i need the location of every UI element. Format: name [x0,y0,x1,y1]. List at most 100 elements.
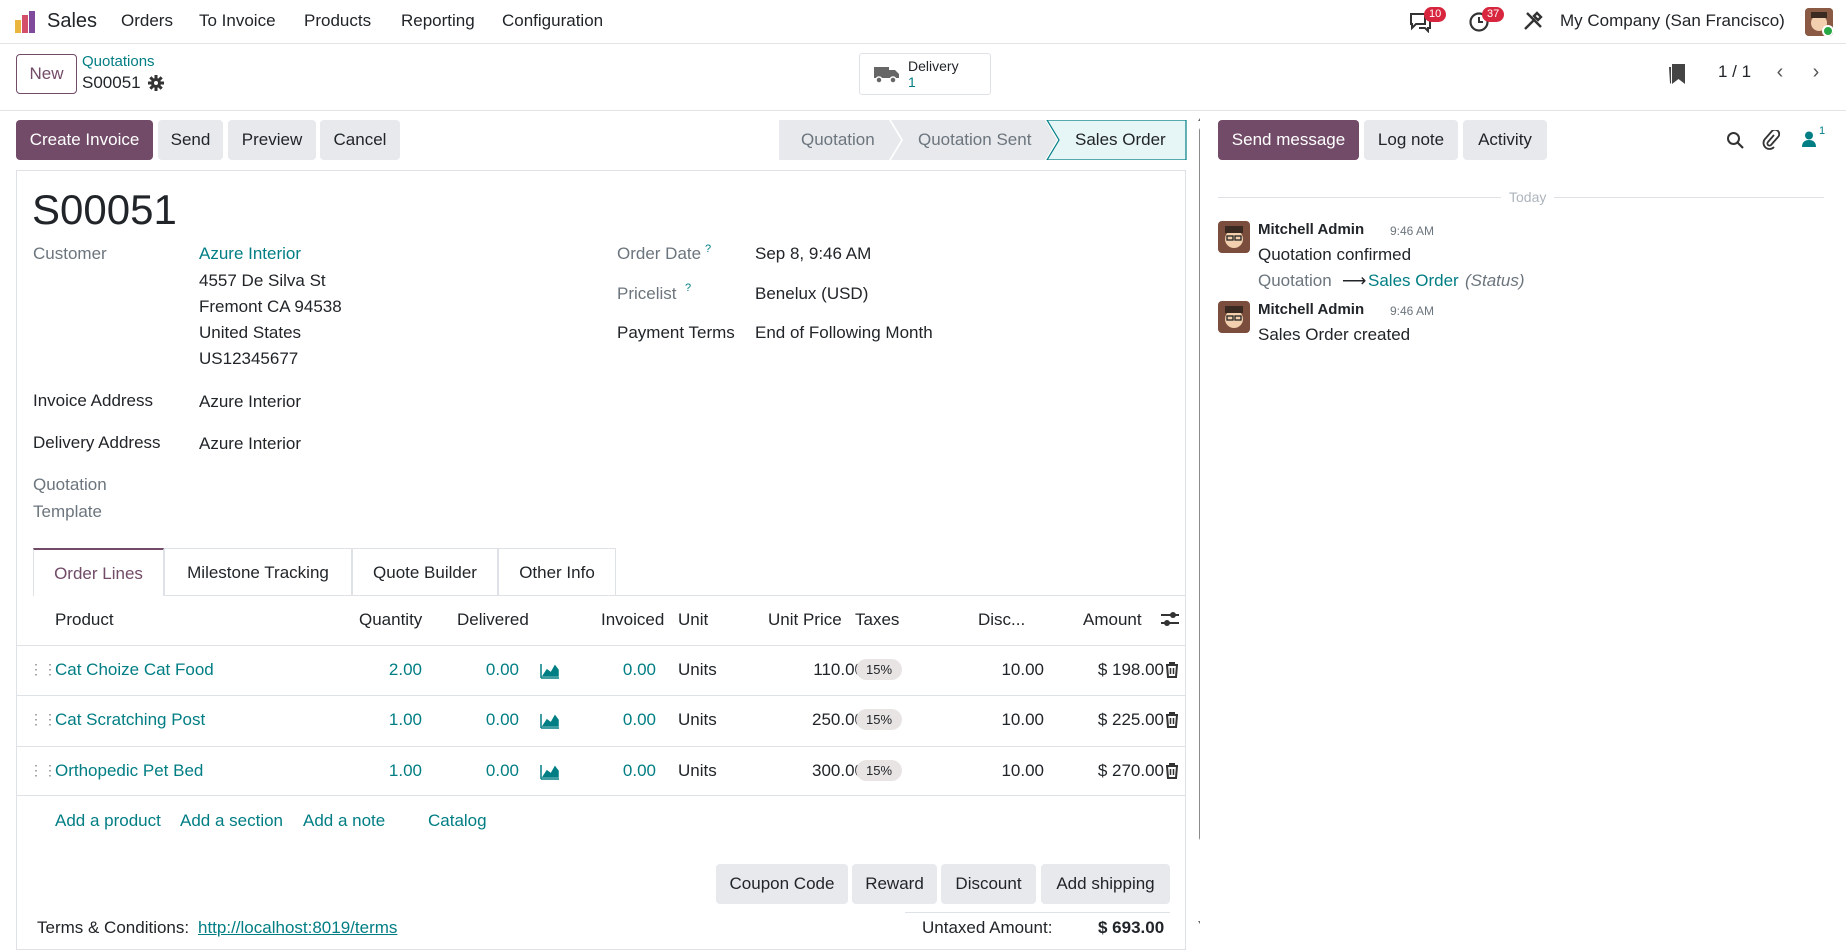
row-quantity[interactable]: 1.00 [388,761,422,780]
row-tax-tag[interactable]: 15% [856,760,903,781]
pager-value[interactable]: 1 / 1 [1718,62,1752,81]
discount-button[interactable]: Discount [941,864,1036,904]
column-header-discount[interactable]: Disc... [978,610,1026,629]
search-icon[interactable] [1726,131,1744,154]
row-discount[interactable]: 10.00 [1001,761,1044,780]
menu-products[interactable]: Products [304,11,372,30]
order-date-help-mark[interactable]: ? [705,243,712,255]
column-header-amount[interactable]: Amount [1083,610,1142,629]
add-note-link[interactable]: Add a note [303,811,386,830]
tab-quote-builder[interactable]: Quote Builder [352,548,498,595]
row-tax-tag[interactable]: 15% [856,709,903,730]
invoice-address-field[interactable]: Azure Interior [199,392,302,411]
customer-name-link[interactable]: Azure Interior [199,244,302,263]
create-invoice-button[interactable]: Create Invoice [16,120,153,160]
send-button[interactable]: Send [158,120,223,160]
avatar[interactable] [1218,301,1250,333]
message-author[interactable]: Mitchell Admin [1258,301,1365,318]
row-product[interactable]: Orthopedic Pet Bed [55,761,204,780]
terms-link[interactable]: http://localhost:8019/terms [198,918,398,937]
pager-previous-button[interactable]: ‹ [1776,61,1784,83]
row-unit[interactable]: Units [678,660,717,679]
company-switcher[interactable]: My Company (San Francisco) [1560,11,1785,30]
quotation-template-field[interactable] [199,475,579,501]
followers-icon[interactable] [1802,131,1816,152]
table-row[interactable]: ⋮⋮ Orthopedic Pet Bed 1.00 0.00 0.00 Uni… [17,746,1186,796]
table-row[interactable]: ⋮⋮ Cat Scratching Post 1.00 0.00 0.00 Un… [17,695,1186,745]
delivery-address-field[interactable]: Azure Interior [199,434,302,453]
row-quantity[interactable]: 2.00 [388,660,422,679]
column-header-invoiced[interactable]: Invoiced [601,610,665,629]
pager-next-button[interactable]: › [1812,61,1820,83]
gear-icon[interactable] [148,75,164,96]
trash-icon[interactable] [1165,763,1179,784]
row-invoiced[interactable]: 0.00 [622,660,656,679]
add-shipping-button[interactable]: Add shipping [1041,864,1170,904]
row-unit-price[interactable]: 110.00 [813,660,864,679]
row-unit[interactable]: Units [678,761,717,780]
add-product-link[interactable]: Add a product [55,811,161,830]
column-header-unit[interactable]: Unit [678,610,709,629]
row-delivered[interactable]: 0.00 [485,761,519,780]
message-author[interactable]: Mitchell Admin [1258,221,1365,238]
optional-columns-toggle-icon[interactable] [1160,611,1180,632]
bookmark-icon[interactable] [1668,63,1686,90]
preview-button[interactable]: Preview [228,120,316,160]
status-quotation[interactable]: Quotation [801,130,875,149]
table-row[interactable]: ⋮⋮ Cat Choize Cat Food 2.00 0.00 0.00 Un… [17,645,1186,695]
tab-order-lines[interactable]: Order Lines [33,548,164,596]
add-section-link[interactable]: Add a section [180,811,284,830]
row-discount[interactable]: 10.00 [1001,660,1044,679]
pricelist-value[interactable]: Benelux (USD) [755,284,869,303]
log-note-button[interactable]: Log note [1364,120,1458,160]
trash-icon[interactable] [1165,662,1179,683]
column-header-quantity[interactable]: Quantity [359,610,423,629]
avatar[interactable] [1218,221,1250,253]
delivery-smart-button[interactable]: Delivery 1 [859,53,991,95]
paperclip-icon[interactable] [1762,128,1781,155]
row-invoiced[interactable]: 0.00 [622,710,656,729]
pricelist-help-mark[interactable]: ? [685,282,692,294]
column-header-delivered[interactable]: Delivered [457,610,529,629]
cancel-button[interactable]: Cancel [320,120,400,160]
payment-terms-value[interactable]: End of Following Month [755,323,933,342]
column-header-product[interactable]: Product [55,610,114,629]
forecast-graph-icon[interactable] [540,663,560,684]
catalog-link[interactable]: Catalog [428,811,487,830]
row-unit-price[interactable]: 250.00 [812,710,864,729]
row-unit[interactable]: Units [678,710,717,729]
order-date-value[interactable]: Sep 8, 9:46 AM [755,244,872,263]
user-avatar[interactable] [1805,8,1833,36]
menu-reporting[interactable]: Reporting [401,11,475,30]
menu-to-invoice[interactable]: To Invoice [199,11,276,30]
trash-icon[interactable] [1165,712,1179,733]
debug-tools-icon[interactable] [1523,11,1543,36]
drag-handle-icon[interactable]: ⋮⋮ [29,711,57,727]
drag-handle-icon[interactable]: ⋮⋮ [29,762,57,778]
activity-button[interactable]: Activity [1463,120,1547,160]
coupon-code-button[interactable]: Coupon Code [716,864,848,904]
send-message-button[interactable]: Send message [1218,120,1359,160]
row-discount[interactable]: 10.00 [1001,710,1044,729]
row-tax-tag[interactable]: 15% [856,659,903,680]
forecast-graph-icon[interactable] [540,713,560,734]
reward-button[interactable]: Reward [852,864,937,904]
row-unit-price[interactable]: 300.00 [812,761,864,780]
app-name[interactable]: Sales [47,10,98,32]
breadcrumb-quotations[interactable]: Quotations [82,53,155,70]
forecast-graph-icon[interactable] [540,764,560,785]
sales-app-icon[interactable] [14,10,38,34]
row-product[interactable]: Cat Scratching Post [55,710,206,729]
drag-handle-icon[interactable]: ⋮⋮ [29,661,57,677]
row-quantity[interactable]: 1.00 [388,710,422,729]
row-invoiced[interactable]: 0.00 [622,761,656,780]
row-delivered[interactable]: 0.00 [485,660,519,679]
row-product[interactable]: Cat Choize Cat Food [55,660,214,679]
row-delivered[interactable]: 0.00 [485,710,519,729]
column-header-unit-price[interactable]: Unit Price [768,610,842,629]
menu-orders[interactable]: Orders [121,11,173,30]
new-button[interactable]: New [16,54,77,94]
tab-milestone-tracking[interactable]: Milestone Tracking [164,548,352,595]
column-header-taxes[interactable]: Taxes [855,610,900,629]
tab-other-info[interactable]: Other Info [498,548,616,595]
